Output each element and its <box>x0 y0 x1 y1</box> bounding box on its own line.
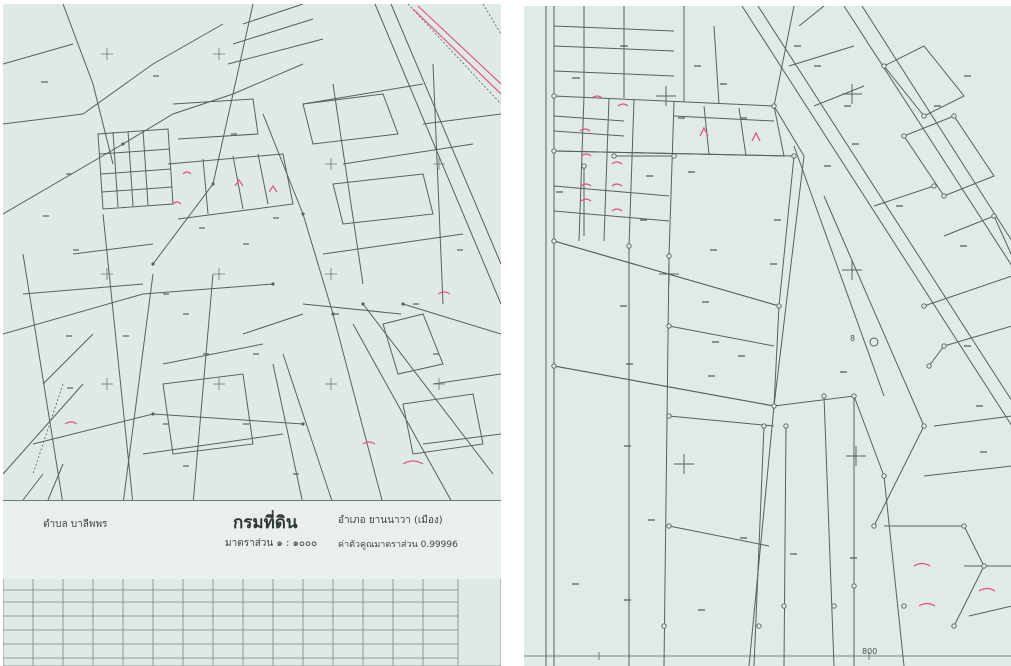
left-map-sheet: ตำบล บาลีพพร กรมที่ดิน อำเภอ ยานนาวา (เม… <box>3 4 501 666</box>
survey-marker-label: 8 <box>850 334 856 343</box>
amphoe-label: อำเภอ ยานนาวา (เมือง) <box>338 515 443 526</box>
axis-tick-label: 800 <box>862 647 878 656</box>
left-title-block: ตำบล บาลีพพร กรมที่ดิน อำเภอ ยานนาวา (เม… <box>3 500 501 579</box>
scale-factor-label: ค่าตัวคูณมาตราส่วน 0.99996 <box>338 540 458 550</box>
scale-label: มาตราส่วน ๑ : ๑๐๐๐ <box>225 538 318 549</box>
right-parcel-map <box>524 6 1011 666</box>
right-map-sheet: 800 8 <box>524 6 1011 666</box>
tambon-label: ตำบล บาลีพพร <box>43 519 108 530</box>
department-title: กรมที่ดิน <box>233 513 298 533</box>
